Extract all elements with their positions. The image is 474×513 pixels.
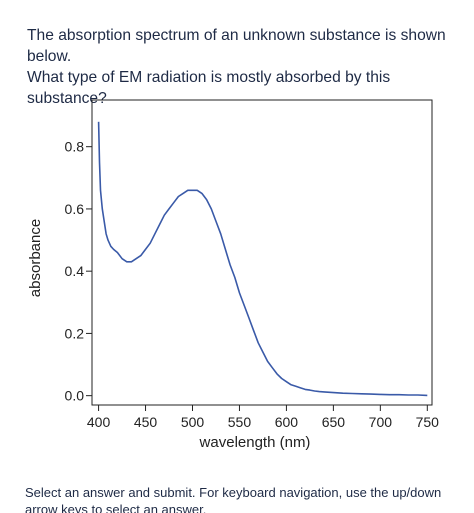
plot-frame [91,99,433,406]
chart-svg: 0.0 0.2 0.4 0.6 0.8 400 450 500 550 600 650 700 750… [27,99,439,451]
y-tick-label: 0.6 [65,201,85,217]
series-group [97,121,428,397]
x-tick-label: 650 [322,414,346,430]
absorption-spectrum-chart: 0.0 0.2 0.4 0.6 0.8 400 450 500 550 600 650 700 750… [0,90,474,460]
y-tick-label: 0.8 [65,139,85,155]
y-axis: 0.0 0.2 0.4 0.6 0.8 [65,139,92,404]
x-tick-label: 750 [416,414,440,430]
x-tick-label: 500 [181,414,205,430]
x-tick-label: 700 [369,414,393,430]
y-tick-label: 0.0 [65,388,85,404]
y-axis-title: absorbance [27,219,44,297]
question-text: The absorption spectrum of an unknown su… [27,25,472,109]
question-line-2: What type of EM radiation is mostly abso… [27,69,391,107]
x-tick-label: 550 [228,414,252,430]
y-tick-label: 0.2 [65,325,85,341]
footer-instructions: Select an answer and submit. For keyboar… [25,485,442,513]
question-line-1: The absorption spectrum of an unknown su… [27,27,446,65]
x-tick-label: 450 [134,414,158,430]
x-tick-label: 400 [87,414,111,430]
x-axis: 400 450 500 550 600 650 700 750 [87,405,439,430]
y-tick-label: 0.4 [65,263,85,279]
absorbance-line [97,121,428,397]
x-axis-title: wavelength (nm) [199,434,311,451]
x-tick-label: 600 [275,414,299,430]
